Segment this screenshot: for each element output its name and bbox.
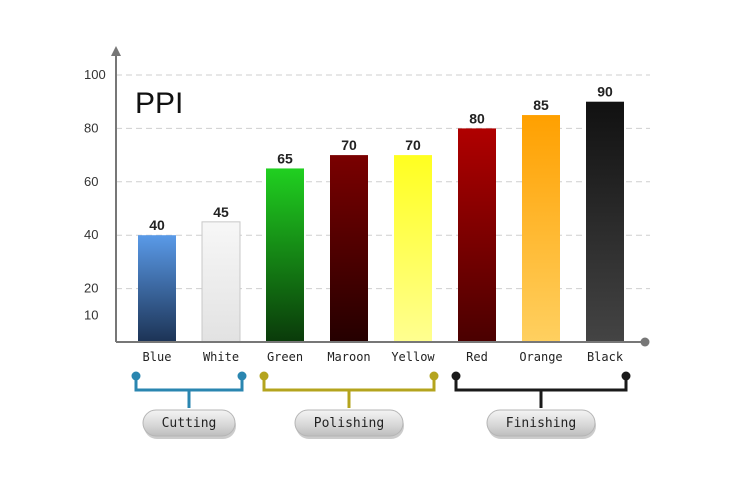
value-label: 90 xyxy=(597,84,613,100)
bracket-dot xyxy=(621,371,631,381)
chart-title: PPI xyxy=(135,87,183,120)
group-pill xyxy=(142,409,236,437)
y-tick-labels: 10 20 40 60 80 100 xyxy=(84,67,106,322)
value-label: 65 xyxy=(277,150,293,166)
group-label: Cutting xyxy=(162,416,217,431)
bracket-dot xyxy=(237,371,247,381)
group-bracket xyxy=(454,376,628,408)
y-tick-label: 20 xyxy=(84,281,98,296)
value-label: 40 xyxy=(149,217,165,233)
y-tick-label: 40 xyxy=(84,227,98,242)
group-bracket xyxy=(134,376,244,408)
bars: 40 45 65 70 70 80 85 90 xyxy=(138,84,624,343)
bar-black xyxy=(586,101,624,342)
group-finishing: Finishing xyxy=(451,371,631,439)
category-label: Black xyxy=(587,350,624,364)
category-label: Blue xyxy=(143,350,172,364)
axes xyxy=(111,46,650,347)
y-axis-arrow xyxy=(111,46,121,56)
group-polishing: Polishing xyxy=(259,371,439,439)
value-label: 70 xyxy=(405,137,421,153)
category-label: Green xyxy=(267,350,303,364)
y-tick-label: 60 xyxy=(84,174,98,189)
bracket-dot xyxy=(131,371,141,381)
bar-maroon xyxy=(330,155,368,342)
x-axis-end-dot xyxy=(640,337,650,347)
category-label: White xyxy=(203,350,239,364)
bar-green xyxy=(266,168,304,342)
value-label: 45 xyxy=(213,204,229,220)
bar-yellow xyxy=(394,155,432,342)
value-label: 80 xyxy=(469,110,485,126)
y-tick-label: 10 xyxy=(84,307,98,322)
bar-white xyxy=(201,221,241,343)
y-tick-label: 80 xyxy=(84,120,98,135)
group-bracket xyxy=(262,376,436,408)
category-label: Yellow xyxy=(391,350,435,364)
y-tick-label: 100 xyxy=(84,67,106,82)
category-label: Maroon xyxy=(327,350,370,364)
group-cutting: Cutting xyxy=(131,371,247,439)
value-label: 70 xyxy=(341,137,357,153)
process-groups: Cutting Polishing Finishing xyxy=(131,371,631,439)
category-label: Red xyxy=(466,350,488,364)
bar-blue xyxy=(138,235,176,342)
grid-lines xyxy=(116,74,650,290)
category-label: Orange xyxy=(519,350,562,364)
group-pill xyxy=(294,409,404,437)
bracket-dot xyxy=(451,371,461,381)
group-pill xyxy=(486,409,596,437)
bracket-dot xyxy=(259,371,269,381)
value-label: 85 xyxy=(533,97,549,113)
bracket-dot xyxy=(429,371,439,381)
bar-orange xyxy=(522,115,560,342)
group-label: Finishing xyxy=(506,416,576,431)
bar-red xyxy=(458,128,496,342)
group-label: Polishing xyxy=(314,416,384,431)
category-labels: Blue White Green Maroon Yellow Red Orange Black xyxy=(143,350,624,364)
